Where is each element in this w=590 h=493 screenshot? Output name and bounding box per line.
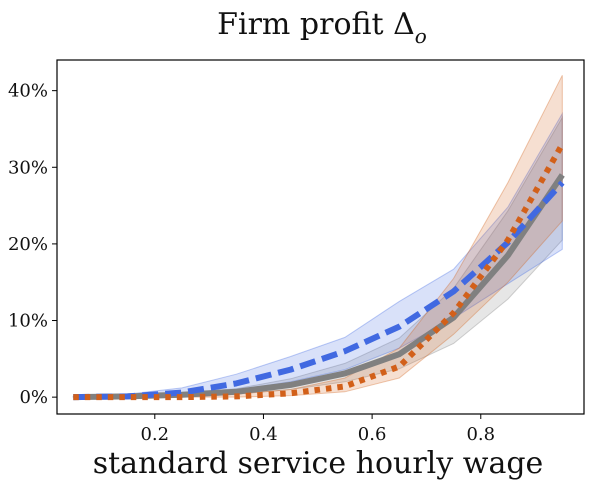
x-axis-ticks: 0.2 0.4 0.6 0.8 (140, 414, 495, 445)
x-axis-label: standard service hourly wage (93, 446, 544, 481)
x-tick-label: 0.4 (249, 424, 278, 445)
y-tick-label: 0% (19, 387, 48, 408)
confidence-bands (72, 75, 563, 398)
chart-title-subscript: o (415, 24, 427, 48)
chart-title: Firm profit Δo (217, 7, 427, 48)
x-tick-label: 0.2 (140, 424, 169, 445)
y-tick-label: 10% (8, 311, 48, 332)
chart-title-main: Firm profit Δ (217, 7, 415, 42)
x-tick-label: 0.6 (358, 424, 387, 445)
y-axis-ticks: 0% 10% 20% 30% 40% (8, 81, 57, 408)
y-tick-label: 40% (8, 81, 48, 102)
plot-frame (56, 59, 585, 415)
y-tick-label: 20% (8, 234, 48, 255)
x-tick-label: 0.8 (466, 424, 495, 445)
series-lines (73, 142, 565, 401)
y-tick-label: 30% (8, 157, 48, 178)
line-series-3 (73, 142, 565, 401)
